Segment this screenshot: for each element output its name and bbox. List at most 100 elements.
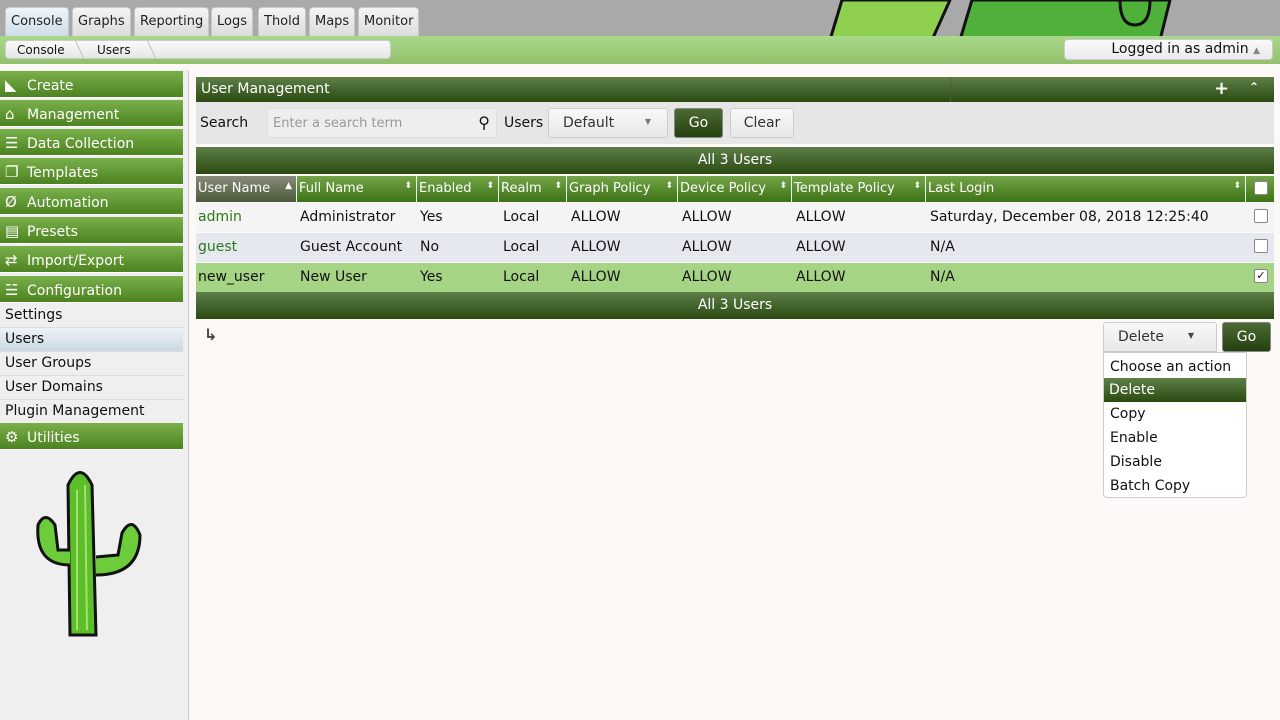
table-row[interactable]: admin Administrator Yes Local ALLOW ALLOW ALLO… bbox=[196, 203, 1274, 232]
sort-icon: ⬍ bbox=[1233, 181, 1241, 191]
search-input[interactable]: Enter a search term ⚲ bbox=[267, 108, 497, 138]
cell-enabled: Yes bbox=[420, 209, 443, 225]
option-disable[interactable]: Disable bbox=[1110, 454, 1162, 470]
sort-icon: ⬍ bbox=[913, 181, 921, 191]
panel-header: User Management + ⌃ bbox=[196, 77, 1274, 102]
tab-graphs[interactable]: Graphs bbox=[72, 7, 131, 36]
caret-up-icon: ▲ bbox=[1253, 46, 1260, 56]
area-chart-icon: ◣ bbox=[5, 76, 17, 94]
automation-icon: Ø bbox=[5, 193, 17, 211]
table-row[interactable]: new_user New User Yes Local ALLOW ALLOW ALLOW N… bbox=[196, 263, 1274, 292]
col-template-policy[interactable]: Template Policy ⬍ bbox=[792, 176, 926, 202]
sidebar: ◣ Create ⌂ Management ☰ Data Collection ❐ Te… bbox=[0, 70, 189, 720]
action-dropdown-list: Choose an action Delete Copy Enable Disa… bbox=[1103, 352, 1247, 498]
cell-device: ALLOW bbox=[682, 209, 732, 225]
col-graph-policy[interactable]: Graph Policy ⬍ bbox=[567, 176, 678, 202]
search-label: Search bbox=[200, 115, 249, 131]
tab-maps[interactable]: Maps bbox=[309, 7, 356, 36]
menu-configuration[interactable]: ☱ Configuration bbox=[0, 276, 183, 303]
collapse-icon[interactable]: ⌃ bbox=[1249, 80, 1260, 94]
row-checkbox[interactable] bbox=[1254, 209, 1268, 223]
menu-label: Create bbox=[27, 78, 74, 94]
col-device-policy[interactable]: Device Policy ⬍ bbox=[678, 176, 792, 202]
action-go-button[interactable]: Go bbox=[1222, 322, 1271, 352]
cell-template: ALLOW bbox=[796, 269, 846, 285]
chevron-down-icon: ▼ bbox=[644, 117, 651, 126]
action-select[interactable]: Delete ▼ bbox=[1103, 322, 1217, 352]
go-button[interactable]: Go bbox=[674, 108, 723, 138]
cell-device: ALLOW bbox=[682, 269, 732, 285]
chevron-down-icon: ▼ bbox=[1187, 331, 1194, 340]
add-icon[interactable]: + bbox=[1214, 78, 1230, 99]
menu-create[interactable]: ◣ Create bbox=[0, 71, 183, 98]
table-summary-top: All 3 Users bbox=[196, 147, 1274, 174]
sliders-icon: ☱ bbox=[5, 281, 19, 299]
sidebar-item-plugin-management[interactable]: Plugin Management bbox=[0, 400, 183, 424]
page-title: User Management bbox=[201, 81, 330, 97]
table-row[interactable]: guest Guest Account No Local ALLOW ALLOW ALLOW… bbox=[196, 233, 1274, 262]
cell-template: ALLOW bbox=[796, 209, 846, 225]
option-delete[interactable]: Delete bbox=[1104, 378, 1246, 402]
cell-full: New User bbox=[300, 269, 367, 285]
col-last-login[interactable]: Last Login ⬍ bbox=[926, 176, 1246, 202]
tab-logs[interactable]: Logs bbox=[211, 7, 253, 36]
login-text: Logged in as admin bbox=[1111, 41, 1249, 57]
user-menu[interactable]: Logged in as admin ▲ bbox=[1064, 39, 1273, 60]
search-icon[interactable]: ⚲ bbox=[478, 113, 490, 132]
select-all-checkbox[interactable] bbox=[1254, 181, 1268, 195]
cogs-icon: ⚙ bbox=[5, 428, 19, 446]
exchange-icon: ⇄ bbox=[5, 251, 18, 269]
action-select-value: Delete bbox=[1118, 329, 1164, 345]
cell-graph: ALLOW bbox=[571, 269, 621, 285]
menu-templates[interactable]: ❐ Templates bbox=[0, 158, 183, 185]
option-enable[interactable]: Enable bbox=[1110, 430, 1158, 446]
breadcrumb-users[interactable]: Users bbox=[97, 43, 131, 57]
cell-last: N/A bbox=[930, 269, 955, 285]
breadcrumb: Console Users bbox=[5, 40, 391, 59]
sidebar-item-settings[interactable]: Settings bbox=[0, 304, 183, 328]
cell-user[interactable]: new_user bbox=[198, 269, 265, 285]
menu-utilities[interactable]: ⚙ Utilities bbox=[0, 423, 183, 450]
menu-label: Management bbox=[27, 107, 120, 123]
menu-presets[interactable]: ▤ Presets bbox=[0, 217, 183, 244]
home-icon: ⌂ bbox=[5, 105, 15, 123]
tab-thold[interactable]: Thold bbox=[258, 7, 306, 36]
row-checkbox[interactable]: ✓ bbox=[1254, 269, 1268, 283]
users-select-value: Default bbox=[563, 115, 615, 131]
option-copy[interactable]: Copy bbox=[1110, 406, 1146, 422]
col-full-name[interactable]: Full Name ⬍ bbox=[297, 176, 417, 202]
sidebar-item-users[interactable]: Users bbox=[0, 328, 183, 352]
cell-user[interactable]: admin bbox=[198, 209, 242, 225]
cell-realm: Local bbox=[503, 269, 540, 285]
menu-management[interactable]: ⌂ Management bbox=[0, 100, 183, 127]
menu-label: Data Collection bbox=[27, 136, 135, 152]
cell-user[interactable]: guest bbox=[198, 239, 238, 255]
users-select[interactable]: Default ▼ bbox=[548, 108, 668, 138]
sort-icon: ⬍ bbox=[554, 181, 562, 191]
clear-button[interactable]: Clear bbox=[730, 108, 794, 138]
menu-label: Utilities bbox=[27, 430, 80, 446]
option-choose-action[interactable]: Choose an action bbox=[1110, 359, 1232, 375]
cell-realm: Local bbox=[503, 239, 540, 255]
cell-full: Guest Account bbox=[300, 239, 403, 255]
tab-monitor[interactable]: Monitor bbox=[358, 7, 420, 36]
menu-automation[interactable]: Ø Automation bbox=[0, 188, 183, 215]
menu-label: Import/Export bbox=[27, 253, 125, 269]
search-placeholder: Enter a search term bbox=[273, 116, 403, 131]
sidebar-item-user-domains[interactable]: User Domains bbox=[0, 376, 183, 400]
col-realm[interactable]: Realm ⬍ bbox=[499, 176, 567, 202]
sidebar-item-user-groups[interactable]: User Groups bbox=[0, 352, 183, 376]
row-checkbox[interactable] bbox=[1254, 239, 1268, 253]
cell-graph: ALLOW bbox=[571, 209, 621, 225]
filter-bar: Search Enter a search term ⚲ Users Defaul… bbox=[196, 102, 1274, 144]
cell-last: N/A bbox=[930, 239, 955, 255]
breadcrumb-console[interactable]: Console bbox=[17, 43, 65, 57]
tab-console[interactable]: Console bbox=[5, 7, 69, 36]
tab-reporting[interactable]: Reporting bbox=[134, 7, 210, 36]
col-enabled[interactable]: Enabled ⬍ bbox=[417, 176, 499, 202]
menu-data-collection[interactable]: ☰ Data Collection bbox=[0, 129, 183, 156]
menu-label: Configuration bbox=[27, 283, 122, 299]
menu-import-export[interactable]: ⇄ Import/Export bbox=[0, 246, 183, 273]
col-user-name[interactable]: User Name ▲ bbox=[196, 176, 297, 202]
option-batch-copy[interactable]: Batch Copy bbox=[1110, 478, 1191, 494]
